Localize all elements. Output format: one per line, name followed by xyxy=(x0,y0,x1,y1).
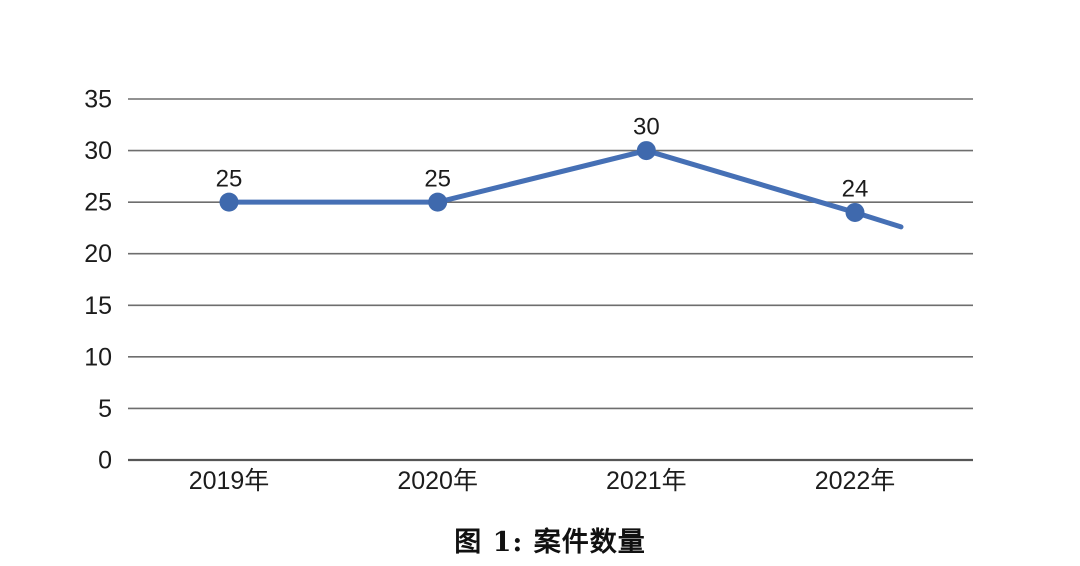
series-line xyxy=(226,148,904,230)
x-axis-category-label: 2020年 xyxy=(397,467,478,495)
x-axis-category-label: 2019年 xyxy=(189,467,270,495)
data-point-label: 24 xyxy=(842,176,869,203)
y-axis-tick-label: 30 xyxy=(84,137,112,165)
y-axis-tick-label: 5 xyxy=(98,395,112,423)
data-point-marker xyxy=(428,192,448,212)
data-point-marker xyxy=(219,192,239,212)
y-axis-tick-label: 15 xyxy=(84,292,112,320)
y-axis-tick-label: 35 xyxy=(84,86,112,114)
y-axis-tick-label: 10 xyxy=(84,343,112,371)
y-axis-tick-label: 20 xyxy=(84,240,112,268)
y-axis-tick-label: 25 xyxy=(84,189,112,217)
x-axis-category-label: 2022年 xyxy=(815,467,896,495)
data-point-marker xyxy=(845,202,865,222)
x-axis-category-label: 2021年 xyxy=(606,467,687,495)
figure-caption: 图 1: 案件数量 xyxy=(454,527,646,558)
y-axis-tick-label: 0 xyxy=(98,447,112,475)
data-point-marker xyxy=(636,141,656,161)
data-point-label: 25 xyxy=(424,165,451,192)
data-point-label: 25 xyxy=(216,165,243,192)
data-point-label: 30 xyxy=(633,114,660,141)
